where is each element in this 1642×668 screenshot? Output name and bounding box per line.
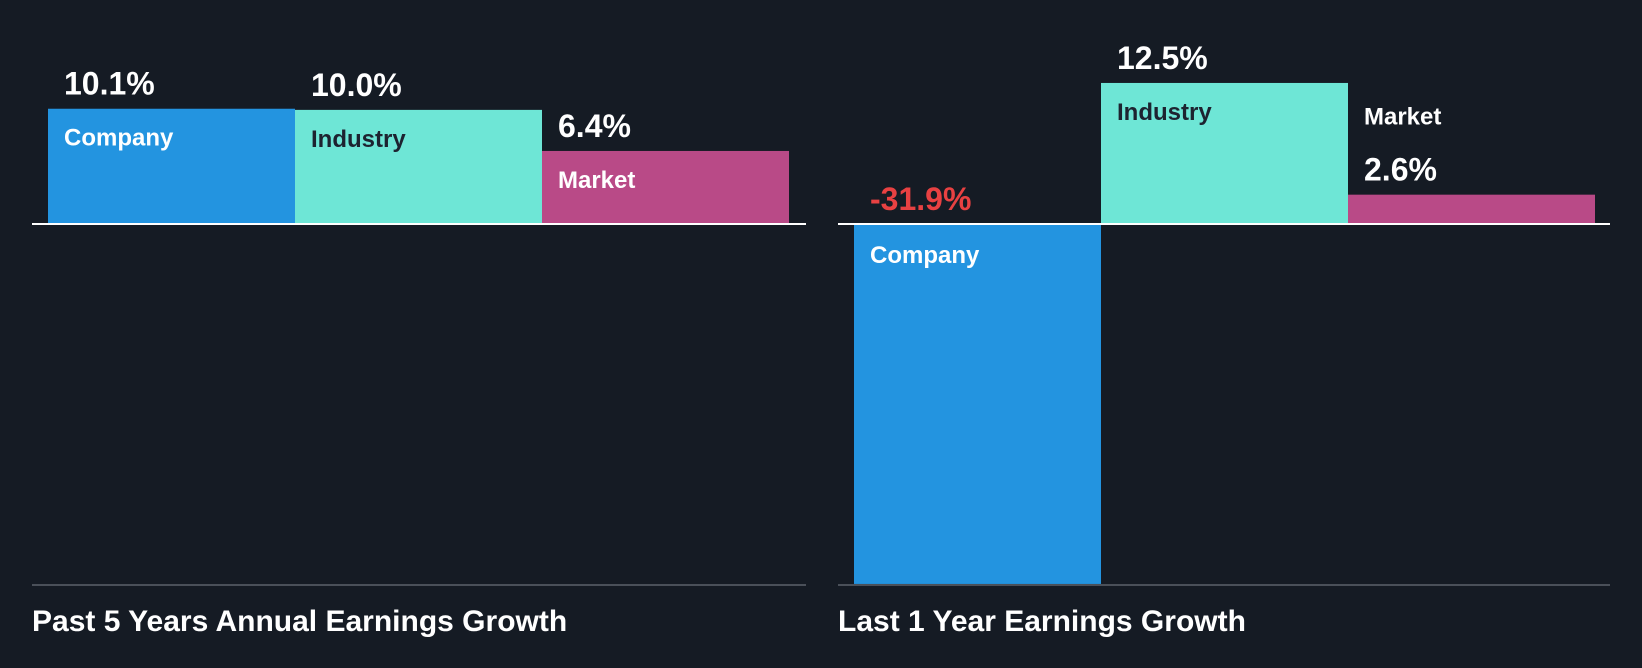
bar-company-past-5-years <box>48 108 295 224</box>
bar-market-past-5-years <box>542 150 789 224</box>
bar-market-last-1-year <box>1348 194 1595 224</box>
bar-industry-past-5-years <box>295 109 542 224</box>
category-label-industry-last-1-year: Industry <box>1117 99 1212 126</box>
category-label-industry-past-5-years: Industry <box>311 126 406 153</box>
chart-last-1-year: -31.9% Company 12.5% Industry 2.6% Market <box>838 40 1610 586</box>
value-label-industry-last-1-year: 12.5% <box>1117 40 1208 76</box>
value-label-industry-past-5-years: 10.0% <box>311 67 402 103</box>
chart-title-last-1-year: Last 1 Year Earnings Growth <box>838 605 1246 638</box>
chart-past-5-years: 10.1% Company 10.0% Industry 6.4% Market <box>32 66 806 586</box>
value-label-company-last-1-year: -31.9% <box>870 181 971 217</box>
value-label-company-past-5-years: 10.1% <box>64 66 155 102</box>
chart-title-past-5-years: Past 5 Years Annual Earnings Growth <box>32 605 568 638</box>
bar-industry-last-1-year <box>1101 82 1348 225</box>
category-label-company-past-5-years: Company <box>64 125 174 152</box>
bar-company-last-1-year <box>854 224 1101 584</box>
category-label-market-last-1-year: Market <box>1364 104 1441 131</box>
category-label-company-last-1-year: Company <box>870 242 980 269</box>
value-label-market-past-5-years: 6.4% <box>558 108 631 144</box>
category-label-market-past-5-years: Market <box>558 167 635 194</box>
value-label-market-last-1-year: 2.6% <box>1364 152 1437 188</box>
